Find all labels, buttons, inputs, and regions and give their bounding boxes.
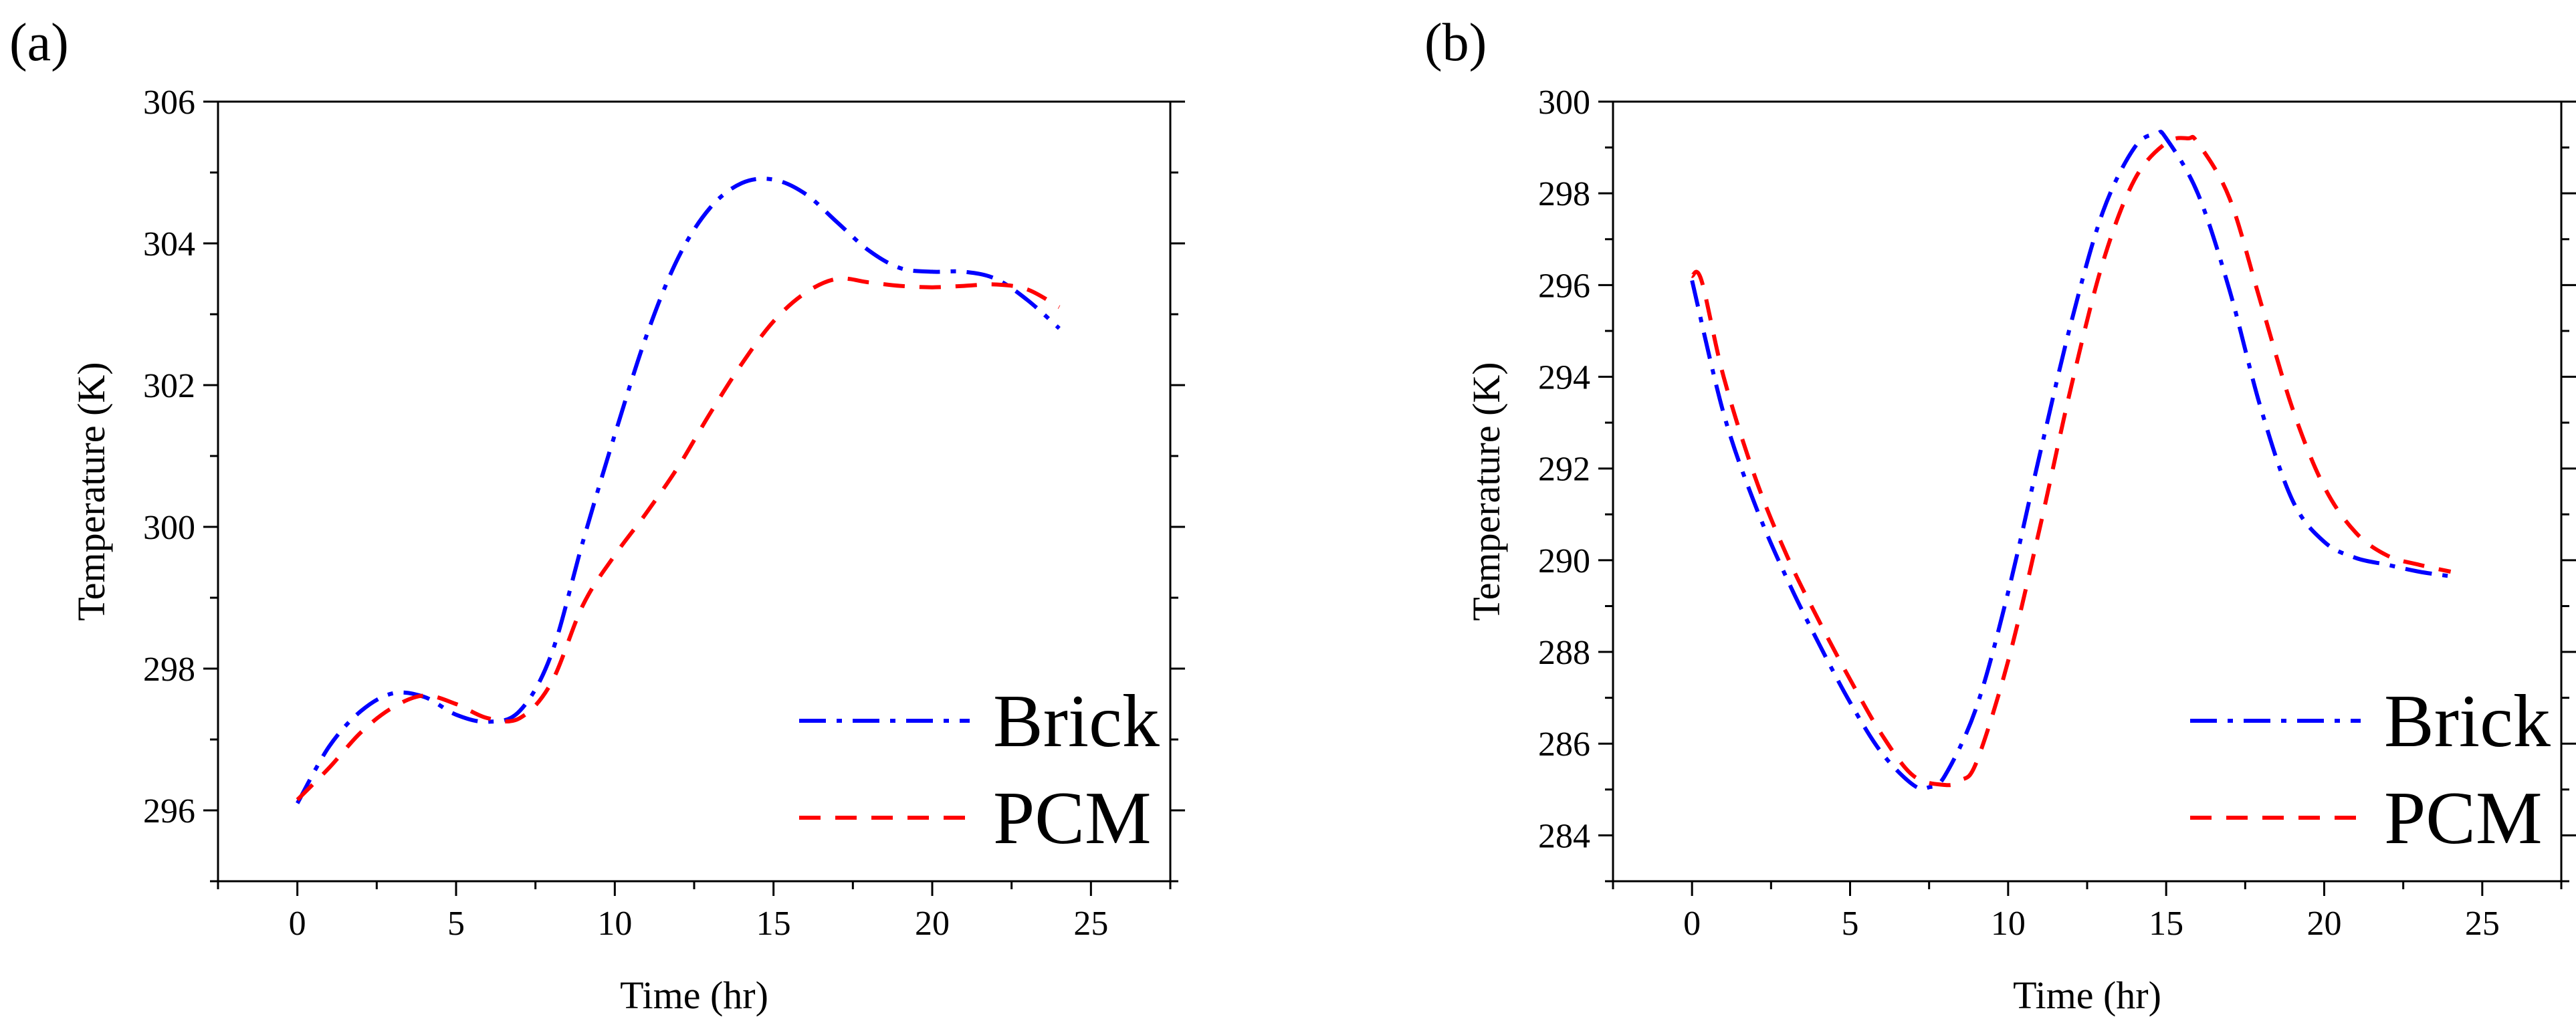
y-tick-label: 284 <box>1538 817 1590 855</box>
x-tick-label: 10 <box>1991 905 2026 943</box>
x-axis-title: Time (hr) <box>620 973 768 1017</box>
y-tick-label: 298 <box>143 651 195 689</box>
y-tick-label: 288 <box>1538 634 1590 672</box>
x-tick-label: 5 <box>1842 905 1859 943</box>
y-tick-label: 292 <box>1538 451 1590 489</box>
legend-label-pcm: PCM <box>2384 777 2543 860</box>
x-tick-label: 5 <box>447 905 465 943</box>
y-tick-label: 298 <box>1538 175 1590 213</box>
panel-label: (a) <box>9 13 69 72</box>
x-tick-label: 15 <box>2149 905 2183 943</box>
y-tick-label: 286 <box>1538 725 1590 764</box>
y-tick-label: 296 <box>143 792 195 830</box>
series-line-pcm <box>296 276 1061 802</box>
x-tick-label: 25 <box>1073 905 1108 943</box>
y-tick-label: 306 <box>143 84 195 122</box>
panel-b: (b) 0 5 10 15 20 25 284 286 288 290 292 294 296 298 300… <box>1424 13 2576 1017</box>
y-tick-label: 300 <box>143 509 195 547</box>
legend-label-pcm: PCM <box>993 777 1152 860</box>
panel-label: (b) <box>1424 13 1487 72</box>
legend-label-brick: Brick <box>993 680 1160 763</box>
x-tick-label: 10 <box>597 905 632 943</box>
y-axis-title: Temperature (K) <box>1465 362 1508 620</box>
plot-frame <box>217 100 1172 883</box>
x-axis-title: Time (hr) <box>2013 973 2161 1017</box>
x-tick-label: 0 <box>289 905 306 943</box>
x-tick-label: 20 <box>915 905 950 943</box>
plot-frame <box>1612 100 2563 883</box>
series-line-pcm <box>1690 134 2452 788</box>
y-tick-label: 304 <box>143 225 195 263</box>
panel-a: (a) 0 5 10 15 20 25 296 298 300 302 304 306 Time (hr)… <box>9 13 1185 1017</box>
series-line-brick <box>296 177 1061 804</box>
x-tick-label: 25 <box>2465 905 2500 943</box>
y-tick-label: 296 <box>1538 267 1590 305</box>
x-tick-label: 0 <box>1683 905 1701 943</box>
x-tick-label: 15 <box>756 905 791 943</box>
legend-label-brick: Brick <box>2384 680 2551 763</box>
y-axis-title: Temperature (K) <box>70 362 113 620</box>
x-tick-label: 20 <box>2307 905 2342 943</box>
y-tick-label: 294 <box>1538 359 1590 397</box>
y-tick-label: 290 <box>1538 542 1590 580</box>
y-tick-label: 300 <box>1538 84 1590 122</box>
y-tick-label: 302 <box>143 367 195 405</box>
series-line-brick <box>1690 130 2452 791</box>
